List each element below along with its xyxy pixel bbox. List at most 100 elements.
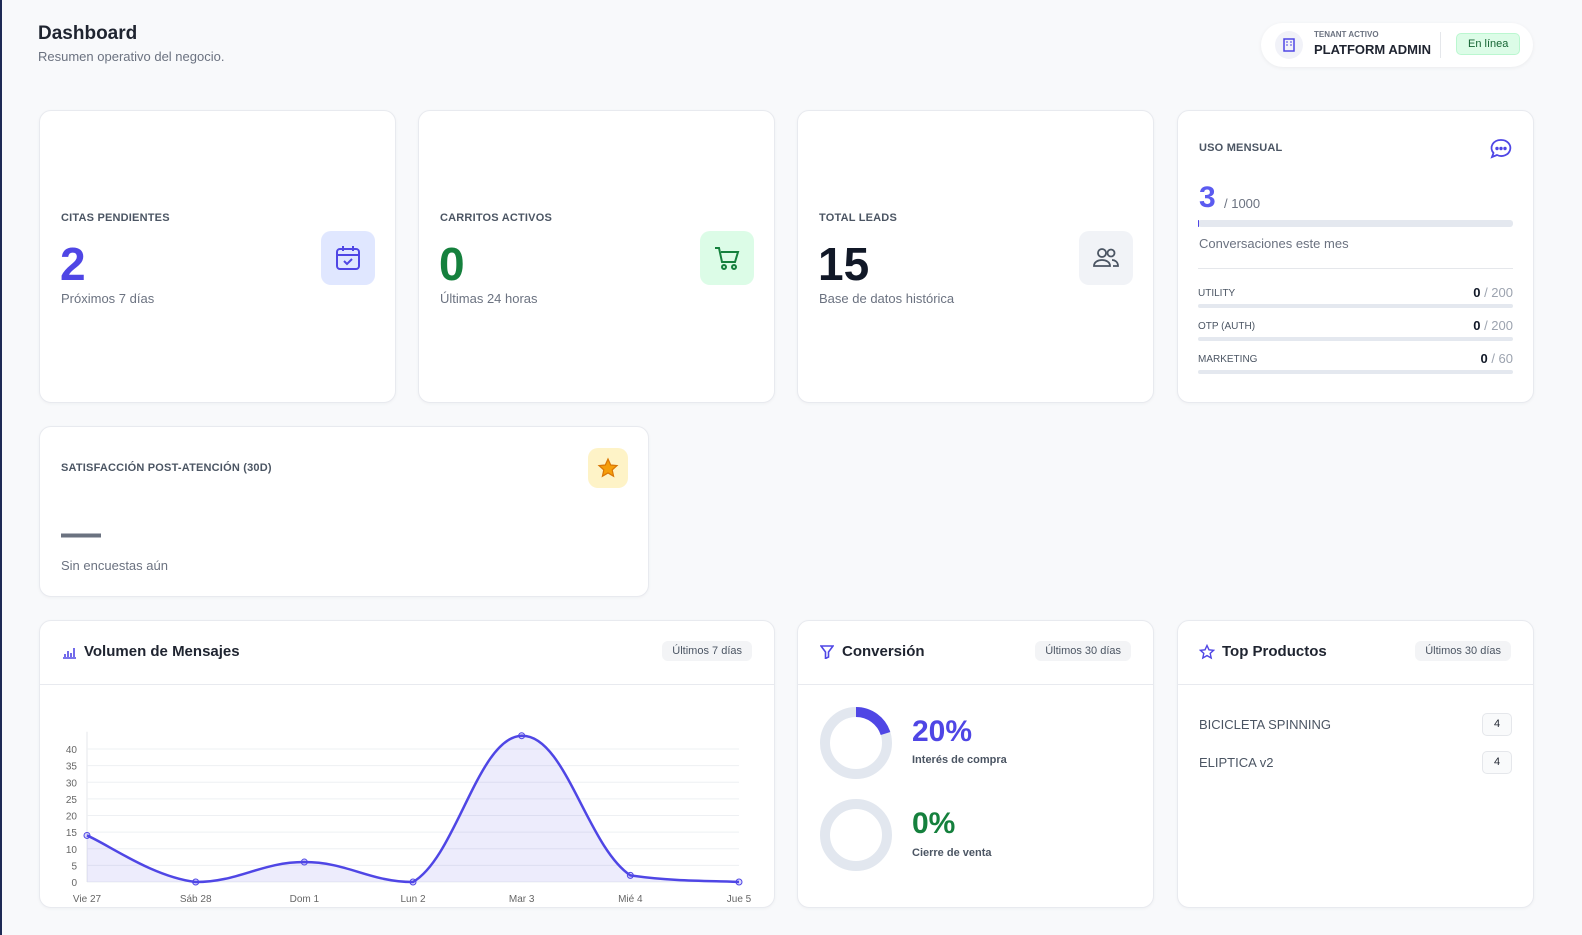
x-tick-label: Mar 3 — [509, 894, 535, 905]
product-name: ELIPTICA v2 — [1199, 755, 1274, 770]
area-fill — [87, 735, 739, 882]
usage-progress-fill — [1198, 220, 1199, 227]
product-count: 4 — [1482, 751, 1512, 774]
stat-caption: Próximos 7 días — [61, 291, 155, 306]
funnel-icon — [819, 645, 835, 664]
usage-item-bar — [1198, 337, 1513, 341]
range-pill[interactable]: Últimos 30 días — [1415, 641, 1511, 661]
donut-closing — [820, 799, 892, 871]
stat-card-citas: CITAS PENDIENTES 2 Próximos 7 días — [39, 110, 396, 403]
stat-value: 0 — [439, 238, 465, 290]
usage-item-used: 0 — [1473, 285, 1481, 300]
satisfaction-card: SATISFACCIÓN POST-ATENCIÓN (30D) — Sin e… — [39, 426, 649, 597]
metric-label: Cierre de venta — [912, 847, 992, 859]
x-tick-label: Mié 4 — [618, 894, 643, 905]
bar-chart-icon — [62, 645, 77, 664]
usage-progress — [1198, 220, 1513, 227]
card-header: Top Productos Últimos 30 días — [1178, 621, 1533, 685]
stat-caption: Últimas 24 horas — [440, 291, 538, 306]
donut-track — [820, 799, 892, 871]
usage-item-bar — [1198, 304, 1513, 308]
calendar-check-icon — [321, 231, 375, 285]
usage-item-bar — [1198, 370, 1513, 374]
y-tick-label: 35 — [66, 762, 78, 773]
product-name: BICICLETA SPINNING — [1199, 717, 1331, 732]
y-tick-label: 0 — [71, 878, 77, 889]
series-line — [86, 734, 740, 884]
usage-card: USO MENSUAL 3 / 1000 Conversaciones este… — [1177, 110, 1534, 403]
usage-limit: / 1000 — [1224, 196, 1261, 211]
usage-item-name: OTP (AUTH) — [1198, 321, 1256, 332]
tenant-label: TENANT ACTIVO — [1314, 30, 1379, 39]
stat-card-carritos: CARRITOS ACTIVOS 0 Últimas 24 horas — [418, 110, 775, 403]
range-pill[interactable]: Últimos 7 días — [662, 641, 752, 661]
card-title: Conversión — [842, 643, 925, 660]
usage-item-limit: / 60 — [1491, 351, 1513, 366]
cart-icon — [700, 231, 754, 285]
conversion-card: Conversión Últimos 30 días 20% Interés d… — [797, 620, 1154, 908]
data-point[interactable] — [518, 732, 526, 740]
card-header: Conversión Últimos 30 días — [798, 621, 1153, 685]
card-title: Volumen de Mensajes — [84, 643, 240, 660]
product-count: 4 — [1482, 713, 1512, 736]
users-icon — [1079, 231, 1133, 285]
usage-item: MARKETING 0 / 60 — [1198, 351, 1513, 366]
satisfaction-label: SATISFACCIÓN POST-ATENCIÓN (30D) — [61, 462, 272, 474]
stat-value: 2 — [60, 238, 86, 290]
metric-label: Interés de compra — [912, 754, 1007, 766]
donut-interest — [820, 707, 892, 779]
stat-label: CARRITOS ACTIVOS — [440, 212, 552, 224]
y-tick-label: 30 — [66, 778, 78, 789]
chat-bubble-icon — [1489, 137, 1513, 166]
stat-card-leads: TOTAL LEADS 15 Base de datos histórica — [797, 110, 1154, 403]
y-tick-label: 25 — [66, 795, 78, 806]
volume-card: Volumen de Mensajes Últimos 7 días 0 5 10 1… — [39, 620, 775, 908]
x-tick-label: Vie 27 — [73, 894, 102, 905]
y-tick-label: 10 — [66, 845, 78, 856]
usage-label: USO MENSUAL — [1199, 142, 1283, 154]
stat-value: 15 — [818, 238, 870, 290]
stat-label: CITAS PENDIENTES — [61, 212, 170, 224]
y-tick-label: 20 — [66, 812, 78, 823]
divider — [1440, 32, 1441, 58]
satisfaction-value: — — [61, 511, 101, 555]
usage-item-name: MARKETING — [1198, 354, 1258, 365]
x-tick-label: Lun 2 — [400, 894, 425, 905]
satisfaction-caption: Sin encuestas aún — [61, 558, 168, 573]
stat-caption: Base de datos histórica — [819, 291, 955, 306]
data-point[interactable] — [409, 878, 417, 886]
usage-item-limit: / 200 — [1484, 285, 1513, 300]
usage-item-used: 0 — [1480, 351, 1488, 366]
y-tick-label: 40 — [66, 745, 78, 756]
card-title: Top Productos — [1222, 643, 1327, 660]
data-point[interactable] — [83, 831, 91, 839]
metric-value: 20% — [912, 715, 973, 748]
metric-value: 0% — [912, 807, 956, 840]
x-tick-label: Dom 1 — [290, 894, 320, 905]
star-outline-icon — [1198, 643, 1216, 665]
tenant-badge[interactable]: TENANT ACTIVO PLATFORM ADMIN En línea — [1261, 23, 1533, 67]
volume-chart: 0 5 10 15 20 25 30 35 40 Vie 27 Sáb 28 Dom 1 Lun 2 Ma… — [66, 731, 752, 905]
donut-segment — [820, 707, 892, 779]
card-header: Volumen de Mensajes Últimos 7 días — [40, 621, 774, 685]
status-badge: En línea — [1456, 33, 1521, 55]
data-point[interactable] — [300, 858, 308, 866]
usage-item-name: UTILITY — [1198, 288, 1236, 299]
stat-label: TOTAL LEADS — [819, 212, 897, 224]
usage-item: OTP (AUTH) 0 / 200 — [1198, 318, 1513, 333]
data-point[interactable] — [735, 878, 743, 886]
x-tick-label: Sáb 28 — [180, 894, 212, 905]
tenant-name: PLATFORM ADMIN — [1314, 42, 1431, 57]
star-icon — [588, 448, 628, 488]
divider — [1198, 268, 1513, 269]
products-card: Top Productos Últimos 30 días BICICLETA … — [1177, 620, 1534, 908]
usage-item: UTILITY 0 / 200 — [1198, 285, 1513, 300]
data-point[interactable] — [192, 878, 200, 886]
range-pill[interactable]: Últimos 30 días — [1035, 641, 1131, 661]
data-point[interactable] — [626, 871, 634, 879]
usage-caption: Conversaciones este mes — [1199, 236, 1349, 251]
usage-item-limit: / 200 — [1484, 318, 1513, 333]
usage-value: 3 — [1199, 181, 1216, 214]
x-tick-label: Jue 5 — [727, 894, 752, 905]
y-tick-label: 5 — [71, 861, 77, 872]
